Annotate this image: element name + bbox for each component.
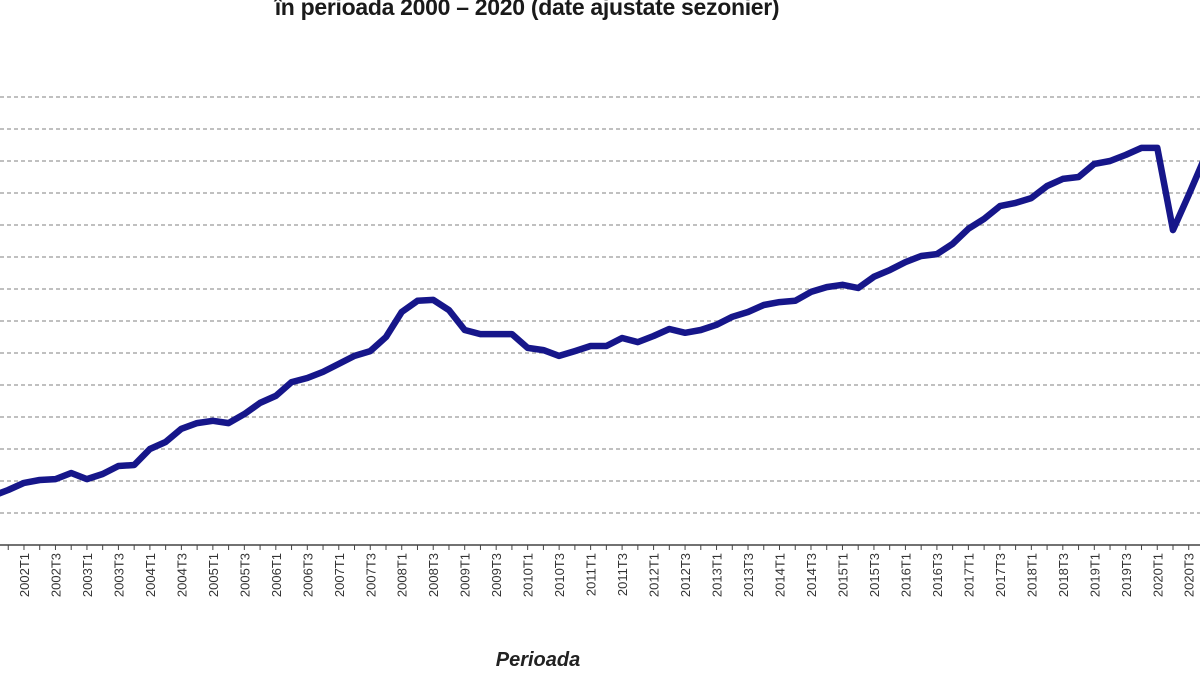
- series-line: [0, 144, 1200, 497]
- x-tick-label: 2016T3: [930, 553, 945, 597]
- x-tick-label: 2017T3: [993, 553, 1008, 597]
- x-tick-label: 2014T3: [804, 553, 819, 597]
- x-tick-label: 2018T3: [1056, 553, 1071, 597]
- x-tick-label: 2004T1: [143, 553, 158, 597]
- x-tick-label: 2008T1: [395, 553, 410, 597]
- x-tick-label: 2014T1: [773, 553, 788, 597]
- x-tick-label: 2012T1: [647, 553, 662, 597]
- gridlines: [0, 96, 1200, 514]
- x-tick-label: 2008T3: [426, 553, 441, 597]
- x-tick-label: 2001T3: [0, 553, 1, 597]
- x-tick-label: 2015T1: [835, 553, 850, 597]
- chart-title: în perioada 2000 – 2020 (date ajustate s…: [274, 0, 780, 20]
- x-tick-label: 2009T1: [458, 553, 473, 597]
- x-tick-label: 2005T1: [206, 553, 221, 597]
- x-tick-label: 2010T3: [552, 553, 567, 597]
- x-tick-label: 2007T1: [332, 553, 347, 597]
- x-tick-label: 2009T3: [489, 553, 504, 597]
- x-tick-label: 2020T3: [1182, 553, 1197, 597]
- series-layer: [0, 144, 1200, 497]
- x-tick-label: 2010T1: [521, 553, 536, 597]
- x-axis-label: Perioada: [495, 649, 581, 671]
- x-tick-label: 2015T3: [867, 553, 882, 597]
- x-tick-label: 2019T1: [1087, 553, 1102, 597]
- x-tick-label: 2016T1: [898, 553, 913, 597]
- x-tick-label: 2018T1: [1024, 553, 1039, 597]
- x-tick-label: 2011T1: [584, 553, 599, 596]
- x-tick-label: 2003T3: [111, 553, 126, 597]
- x-tick-label: 2013T3: [741, 553, 756, 597]
- x-axis: [0, 544, 1200, 550]
- x-tick-label: 2003T1: [80, 553, 95, 597]
- x-tick-label: 2002T1: [17, 553, 32, 597]
- x-tick-label: 2019T3: [1119, 553, 1134, 597]
- x-tick-label: 2011T3: [615, 553, 630, 596]
- x-tick-label: 2012T3: [678, 553, 693, 597]
- x-tick-label: 2004T3: [174, 553, 189, 597]
- x-tick-label: 2013T1: [710, 553, 725, 597]
- x-tick-label: 2006T3: [300, 553, 315, 597]
- x-tick-label: 2017T1: [961, 553, 976, 597]
- x-tick-labels: 2001T3 2002T1 2002T3 2003T1 2003T3 2004T1 2004…: [0, 553, 1197, 597]
- x-tick-label: 2005T3: [237, 553, 252, 597]
- x-tick-label: 2006T1: [269, 553, 284, 597]
- x-tick-label: 2020T1: [1150, 553, 1165, 597]
- x-tick-label: 2007T3: [363, 553, 378, 597]
- x-tick-label: 2002T3: [48, 553, 63, 597]
